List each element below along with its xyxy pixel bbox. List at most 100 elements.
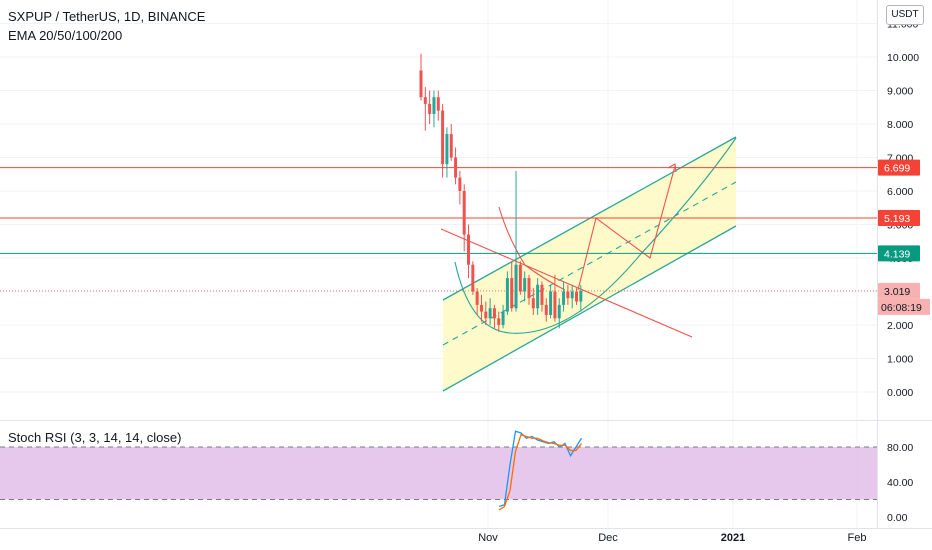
candle-body: [445, 134, 449, 165]
candle: [484, 301, 488, 325]
candle: [475, 288, 479, 315]
candle: [436, 90, 440, 121]
candle-body: [579, 290, 583, 302]
price-tag-label: 5.193: [884, 213, 910, 225]
candle: [557, 298, 561, 329]
candle-body: [497, 318, 501, 325]
candle: [445, 127, 449, 178]
candle: [479, 294, 483, 322]
candle: [449, 124, 453, 161]
candle-body: [505, 278, 509, 312]
rounding-bottom-curve: [454, 137, 737, 334]
candle: [492, 304, 496, 329]
candle: [531, 288, 535, 315]
price-tag-bg: [878, 159, 920, 176]
resistance-price-tag: 6.699: [878, 159, 920, 176]
last-price-tag: 3.019 06:08:19: [878, 282, 930, 315]
channel-midline: [442, 181, 737, 346]
time-tick-label: Feb: [848, 532, 867, 544]
candle: [432, 90, 436, 128]
time-tick-label: Dec: [598, 532, 618, 544]
candle-body: [479, 304, 483, 312]
candle-body: [449, 134, 453, 158]
candle: [467, 224, 471, 279]
candle-body: [492, 308, 496, 319]
candle-body: [471, 264, 475, 292]
candle-body: [518, 264, 522, 292]
candle: [549, 284, 553, 319]
bar-countdown: 06:08:19: [881, 302, 922, 314]
price-tick-label: 6.000: [887, 186, 913, 198]
candle-body: [475, 291, 479, 305]
stoch-d-line: [498, 433, 583, 511]
stoch-tick-label: 0.00: [887, 512, 908, 524]
stoch-tick-label: 40.00: [887, 477, 913, 489]
candle: [505, 271, 509, 315]
candle-body: [575, 291, 579, 302]
candle-body: [536, 284, 540, 309]
candle: [579, 284, 583, 312]
candle: [540, 281, 544, 312]
time-tick-label: 2021: [721, 532, 745, 544]
stoch-k-line: [498, 430, 583, 508]
candle-body: [462, 191, 466, 235]
price-tag-bg: [878, 210, 920, 227]
candle-body: [432, 97, 436, 114]
candle-body: [488, 308, 492, 319]
candle: [471, 261, 475, 295]
stoch-overbought-band: [0, 447, 877, 500]
candle-body: [419, 70, 423, 98]
candle: [536, 278, 540, 315]
candle: [575, 288, 579, 305]
candle-body: [454, 157, 458, 178]
resistance-price-tag: 5.193: [878, 210, 920, 227]
candle-body: [557, 304, 561, 319]
price-tick-label: 0.000: [887, 387, 913, 399]
support-price-tag: 4.139: [878, 245, 920, 262]
candle-body: [467, 234, 471, 265]
candle: [428, 90, 432, 124]
candle-body: [544, 304, 548, 315]
stoch-tick-label: 80.00: [887, 442, 913, 454]
price-tag-label: 6.699: [884, 163, 910, 175]
candle-body: [514, 264, 518, 309]
price-tag-bg: [878, 245, 920, 262]
candle-body: [436, 97, 440, 111]
stoch-rsi-lines: [498, 430, 583, 511]
curved-projection: [498, 206, 566, 291]
drawing-layer: [0, 136, 877, 392]
candle: [441, 103, 445, 178]
candle: [488, 298, 492, 325]
candle-body: [570, 291, 574, 299]
price-tag-label: 3.019: [884, 286, 910, 298]
price-tags: 6.699 5.193 4.139 3.019 06:08:19: [878, 159, 930, 315]
time-axis[interactable]: Nov Dec 2021 Feb: [478, 532, 866, 544]
price-tick-label: 1.000: [887, 354, 913, 366]
price-tick-label: 8.000: [887, 119, 913, 131]
indicator-legend[interactable]: EMA 20/50/100/200: [8, 28, 123, 43]
candle-body: [423, 97, 427, 104]
candle: [462, 184, 466, 252]
price-tick-label: 10.000: [887, 52, 919, 64]
candle: [570, 284, 574, 309]
candle: [553, 274, 557, 322]
countdown-bg: [878, 298, 930, 315]
projection-zigzag: [577, 165, 676, 291]
projection-arrowhead: [667, 163, 677, 173]
candle: [497, 311, 501, 332]
candle-body: [540, 284, 544, 305]
candle-body: [549, 291, 553, 315]
price-tag-bg: [878, 282, 920, 299]
candle: [510, 261, 514, 312]
candle-body: [553, 291, 557, 319]
candle-body: [501, 311, 505, 325]
candle-body: [458, 177, 462, 191]
currency-button[interactable]: USDT: [886, 5, 924, 25]
candle-body: [510, 278, 514, 309]
candle: [523, 271, 527, 302]
stoch-rsi-legend[interactable]: Stoch RSI (3, 3, 14, 14, close): [8, 430, 182, 445]
candle-body: [562, 291, 566, 305]
candle: [562, 281, 566, 312]
price-axis[interactable]: 0.0001.0002.0003.0004.0005.0006.0007.000…: [887, 19, 919, 525]
